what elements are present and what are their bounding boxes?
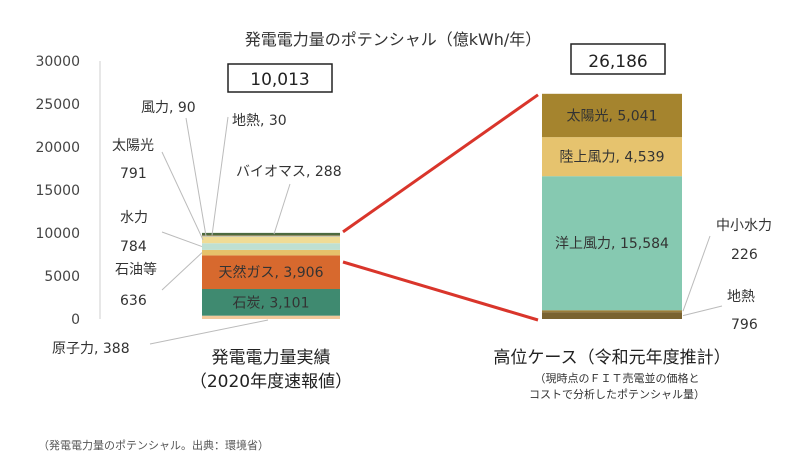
segment-label: 天然ガス, 3,906 <box>219 264 324 281</box>
segment-label: 太陽光 <box>112 138 154 154</box>
segment-label: バイオマス, 288 <box>236 164 342 180</box>
bar-segment-洋上風力 <box>542 176 682 311</box>
segment-label: 太陽光, 5,041 <box>567 108 658 124</box>
bar-segment-太陽光 <box>542 93 682 138</box>
category-note: （現時点のＦＩＴ売電並の価格と <box>535 371 700 385</box>
y-tick-label: 10000 <box>35 226 80 242</box>
connector-line-top <box>342 93 539 234</box>
bar-segment-石油等 <box>202 249 340 256</box>
y-tick-label: 5000 <box>44 269 80 285</box>
y-tick-label: 0 <box>71 312 80 328</box>
segment-label: 石油等 <box>115 261 157 278</box>
segment-label: 796 <box>731 317 758 333</box>
segment-label: 中小水力 <box>716 218 772 234</box>
segment-label: 石炭, 3,101 <box>233 295 310 311</box>
category-label: 高位ケース（令和元年度推計） <box>493 348 730 368</box>
total-box <box>570 43 666 75</box>
caption: （発電電力量のポテンシャル。出典：環境省） <box>38 439 269 452</box>
bar-segment-太陽光 <box>202 236 340 244</box>
bar-segment-天然ガス <box>202 255 340 289</box>
bar-segment-バイオマス <box>202 232 340 236</box>
segment-label: 風力, 90 <box>141 100 196 116</box>
bar-segment-水力 <box>202 243 340 250</box>
category-sublabel: （2020年度速報値） <box>190 372 352 392</box>
bar-segment-陸上風力 <box>542 137 682 177</box>
total-value: 26,186 <box>588 52 647 72</box>
y-axis: 0 5000 10000 15000 20000 25000 30000 <box>35 54 101 328</box>
leader-line <box>161 252 203 291</box>
annotations: 10,013 26,186 石炭, 3,101 天然ガス, 3,906 原子力, 388… <box>52 43 772 401</box>
y-tick-label: 30000 <box>35 54 80 70</box>
leader-line <box>161 231 203 248</box>
bar-segment-風力 <box>202 235 340 237</box>
leader-line <box>185 117 207 237</box>
segment-label: 洋上風力, 15,584 <box>555 236 669 252</box>
category-note: コストで分析したポテンシャル量） <box>529 387 705 401</box>
segment-label: 784 <box>120 239 147 255</box>
leader-line <box>211 116 229 236</box>
leader-line <box>682 305 723 317</box>
total-value: 10,013 <box>250 70 309 90</box>
bar-segment-中小水力 <box>542 310 682 313</box>
segment-label: 陸上風力, 4,539 <box>560 150 665 166</box>
chart-title: 発電電力量のポテンシャル（億kWh/年） <box>245 30 542 49</box>
category-label: 発電電力量実績 <box>212 348 331 368</box>
segment-label: 226 <box>731 247 758 263</box>
leader-line <box>273 183 291 235</box>
leader-line <box>149 319 269 345</box>
bar-segment-地熱 <box>202 235 340 236</box>
segment-label: 791 <box>120 166 147 182</box>
connector-line-bottom <box>342 260 539 322</box>
y-tick-label: 20000 <box>35 140 80 156</box>
segment-label: 636 <box>120 293 147 309</box>
y-tick-label: 25000 <box>35 97 80 113</box>
segment-label: 原子力, 388 <box>52 341 130 357</box>
segment-label: 水力 <box>120 210 148 226</box>
leader-line <box>682 235 711 312</box>
bar-segment-地熱 <box>542 312 682 319</box>
segment-label: 地熱 <box>727 289 755 305</box>
y-tick-label: 15000 <box>35 183 80 199</box>
bar-segment-石炭 <box>202 288 340 316</box>
bar-segment-原子力 <box>202 315 340 319</box>
bars <box>202 93 682 319</box>
total-box <box>227 63 333 93</box>
leader-line <box>161 151 204 241</box>
segment-label: 地熱, 30 <box>232 113 287 129</box>
